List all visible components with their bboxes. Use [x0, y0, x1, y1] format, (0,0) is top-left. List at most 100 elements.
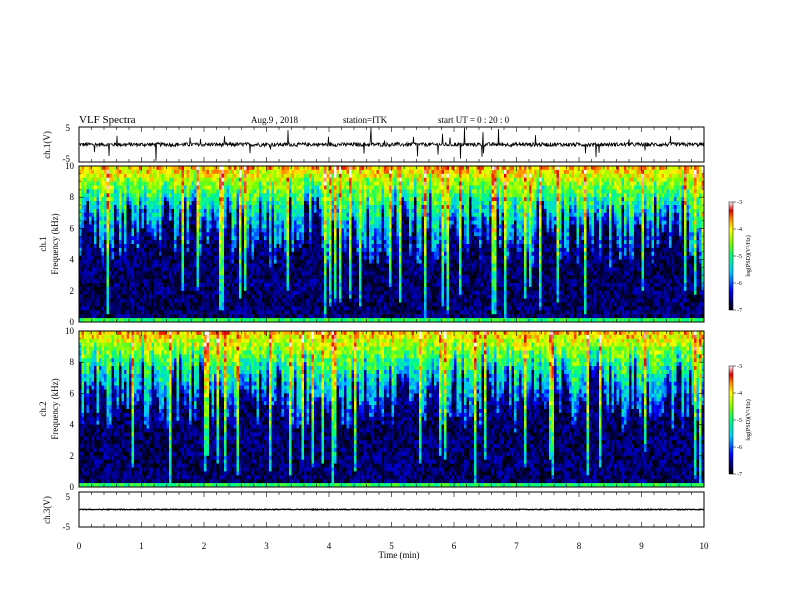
spectrogram-cell: [372, 221, 375, 225]
spectrogram-cell: [317, 248, 320, 252]
spectrogram-cell: [354, 201, 357, 205]
spectrogram-cell: [172, 295, 175, 299]
spectrogram-cell: [157, 209, 160, 213]
spectrogram-cell: [267, 186, 270, 190]
spectrogram-cell: [312, 314, 315, 318]
spectrogram-cell: [242, 201, 245, 205]
spectrogram-cell: [327, 178, 330, 182]
spectrogram-cell: [107, 256, 110, 260]
spectrogram-cell: [127, 236, 130, 240]
spectrogram-cell: [239, 209, 242, 213]
spectrogram-cell: [304, 267, 307, 271]
spectrogram-cell: [174, 252, 177, 256]
spectrogram-cell: [324, 178, 327, 182]
spectrogram-cell: [102, 252, 105, 256]
spectrogram-cell: [337, 275, 340, 279]
spectrogram-cell: [297, 174, 300, 178]
spectrogram-cell: [234, 197, 237, 201]
spectrogram-cell: [147, 256, 150, 260]
spectrogram-cell: [259, 182, 262, 186]
spectrogram-cell: [374, 310, 377, 314]
spectrogram-cell: [169, 275, 172, 279]
spectrogram-cell: [122, 260, 125, 264]
spectrogram-cell: [202, 264, 205, 268]
spectrogram-cell: [157, 295, 160, 299]
spectrogram-cell: [352, 303, 355, 307]
spectrogram-cell: [267, 252, 270, 256]
spectrogram-cell: [242, 275, 245, 279]
spectrogram-cell: [122, 303, 125, 307]
spectrogram-cell: [262, 291, 265, 295]
spectrogram-cell: [124, 217, 127, 221]
spectrogram-cell: [274, 291, 277, 295]
spectrogram-cell: [344, 303, 347, 307]
spectrogram-cell: [92, 295, 95, 299]
spectrogram-cell: [349, 279, 352, 283]
spectrogram-cell: [227, 279, 230, 283]
spectrogram-cell: [194, 314, 197, 318]
spectrogram-cell: [104, 189, 107, 193]
spectrogram-cell: [324, 221, 327, 225]
spectrogram-cell: [177, 217, 180, 221]
spectrogram-cell: [312, 193, 315, 197]
spectrogram-cell: [254, 201, 257, 205]
spectrogram-cell: [299, 299, 302, 303]
spectrogram-cell: [337, 264, 340, 268]
spectrogram-cell: [184, 256, 187, 260]
spectrogram-cell: [369, 264, 372, 268]
spectrogram-cell: [224, 205, 227, 209]
spectrogram-cell: [239, 174, 242, 178]
spectrogram-cell: [367, 193, 370, 197]
spectrogram-cell: [139, 279, 142, 283]
spectrogram-cell: [197, 291, 200, 295]
spectrogram-cell: [284, 291, 287, 295]
spectrogram-cell: [127, 186, 130, 190]
spectrogram-cell: [264, 174, 267, 178]
spectrogram-cell: [352, 225, 355, 229]
spectrogram-cell: [314, 306, 317, 310]
spectrogram-cell: [269, 260, 272, 264]
spectrogram-cell: [347, 213, 350, 217]
spectrogram-cell: [87, 256, 90, 260]
spectrogram-cell: [212, 310, 215, 314]
spectrogram-cell: [137, 232, 140, 236]
spectrogram-cell: [139, 306, 142, 310]
spectrogram-cell: [112, 189, 115, 193]
spectrogram-cell: [307, 271, 310, 275]
spectrogram-cell: [377, 252, 380, 256]
spectrogram-cell: [214, 205, 217, 209]
spectrogram-cell: [207, 166, 210, 170]
spectrogram-cell: [94, 189, 97, 193]
spectrogram-cell: [182, 291, 185, 295]
spectrogram-cell: [94, 287, 97, 291]
spectrogram-cell: [117, 314, 120, 318]
spectrogram-cell: [169, 166, 172, 170]
spectrogram-cell: [294, 240, 297, 244]
spectrogram-cell: [257, 213, 260, 217]
spectrogram-cell: [144, 256, 147, 260]
spectrogram-cell: [102, 310, 105, 314]
spectrogram-cell: [114, 217, 117, 221]
spectrogram-cell: [257, 166, 260, 170]
spectrogram-cell: [272, 228, 275, 232]
spectrogram-cell: [167, 314, 170, 318]
spectrogram-cell: [377, 186, 380, 190]
spectrogram-cell: [142, 240, 145, 244]
spectrogram-cell: [92, 256, 95, 260]
spectrogram-cell: [277, 310, 280, 314]
spectrogram-cell: [192, 205, 195, 209]
spectrogram-cell: [354, 271, 357, 275]
spectrogram-cell: [162, 205, 165, 209]
spectrogram-cell: [334, 310, 337, 314]
spectrogram-cell: [284, 310, 287, 314]
spectrogram-cell: [384, 166, 387, 170]
spectrogram-cell: [362, 275, 365, 279]
spectrogram-cell: [324, 310, 327, 314]
spectrogram-cell: [172, 232, 175, 236]
spectrogram-cell: [164, 189, 167, 193]
spectrogram-cell: [172, 287, 175, 291]
spectrogram-cell: [292, 201, 295, 205]
spectrogram-cell: [132, 287, 135, 291]
spectrogram-cell: [127, 252, 130, 256]
spectrogram-cell: [117, 182, 120, 186]
